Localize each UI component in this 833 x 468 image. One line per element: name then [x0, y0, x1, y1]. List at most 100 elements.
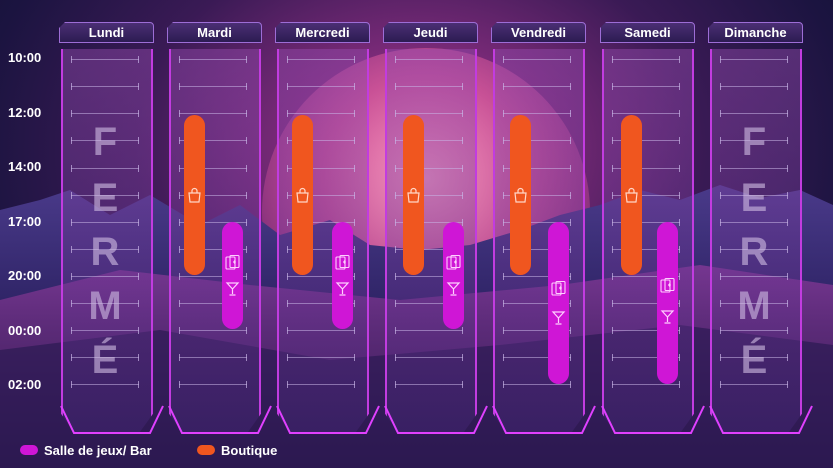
- time-label: 14:00: [8, 159, 42, 174]
- grid-tick: [287, 165, 355, 172]
- bar-jeux-bar-samedi: [657, 222, 678, 384]
- grid-tick: [612, 56, 680, 63]
- grid-tick: [503, 219, 571, 226]
- grid-tick: [612, 273, 680, 280]
- grid-tick: [395, 165, 463, 172]
- grid-tick: [720, 83, 788, 90]
- grid-tick: [612, 381, 680, 388]
- grid-tick: [503, 300, 571, 307]
- grid-tick: [612, 110, 680, 117]
- legend-swatch-boutique: [197, 445, 215, 455]
- day-header-samedi: Samedi: [600, 22, 695, 43]
- legend-boutique: Boutique: [197, 441, 277, 459]
- grid-tick: [287, 354, 355, 361]
- grid-tick: [612, 327, 680, 334]
- closed-letter: É: [740, 338, 768, 382]
- time-label: 12:00: [8, 105, 42, 120]
- grid-tick: [179, 219, 247, 226]
- grid-tick: [612, 137, 680, 144]
- grid-tick: [612, 300, 680, 307]
- bar-jeux-bar-vendredi: [548, 222, 569, 384]
- grid-tick: [720, 192, 788, 199]
- grid-tick: [612, 219, 680, 226]
- grid-tick: [503, 110, 571, 117]
- time-label: 10:00: [8, 50, 42, 65]
- grid-tick: [287, 246, 355, 253]
- grid-tick: [720, 56, 788, 63]
- closed-letter: E: [740, 176, 768, 220]
- grid-tick: [503, 381, 571, 388]
- grid-tick: [612, 354, 680, 361]
- playing-cards-icon: [446, 254, 461, 270]
- grid-tick: [287, 137, 355, 144]
- grid-tick: [71, 219, 139, 226]
- day-header-vendredi: Vendredi: [491, 22, 586, 43]
- grid-tick: [720, 381, 788, 388]
- grid-tick: [71, 300, 139, 307]
- grid-tick: [612, 83, 680, 90]
- boutique-bar-mardi: [184, 115, 205, 275]
- grid-tick: [71, 354, 139, 361]
- grid-tick: [179, 381, 247, 388]
- grid-tick: [503, 192, 571, 199]
- day-header-mercredi: Mercredi: [275, 22, 370, 43]
- legend-label-boutique: Boutique: [221, 442, 278, 458]
- grid-tick: [720, 137, 788, 144]
- playing-cards-icon: [335, 254, 350, 270]
- grid-tick: [720, 219, 788, 226]
- day-header-mardi: Mardi: [167, 22, 262, 43]
- grid-tick: [287, 327, 355, 334]
- time-label: 17:00: [8, 214, 42, 229]
- shopping-bag-icon: [407, 187, 420, 203]
- shopping-bag-icon: [514, 187, 527, 203]
- time-label: 02:00: [8, 377, 42, 392]
- time-label: 00:00: [8, 323, 42, 338]
- closed-letter: F: [741, 120, 767, 164]
- closed-letter: M: [88, 284, 122, 328]
- grid-tick: [179, 192, 247, 199]
- grid-tick: [395, 354, 463, 361]
- grid-tick: [395, 327, 463, 334]
- grid-tick: [287, 56, 355, 63]
- bar-jeux-bar-mercredi: [332, 222, 353, 329]
- grid-tick: [179, 273, 247, 280]
- cocktail-glass-icon: [335, 282, 350, 296]
- grid-tick: [503, 354, 571, 361]
- grid-tick: [179, 300, 247, 307]
- grid-tick: [612, 246, 680, 253]
- grid-tick: [179, 165, 247, 172]
- grid-tick: [179, 83, 247, 90]
- legend-label-bar: Salle de jeux/ Bar: [44, 442, 152, 458]
- grid-tick: [395, 83, 463, 90]
- shopping-bag-icon: [188, 187, 201, 203]
- legend-bar: Salle de jeux/ Bar: [20, 441, 152, 459]
- grid-tick: [71, 110, 139, 117]
- closed-letter: E: [91, 176, 119, 220]
- closed-letter: R: [739, 230, 769, 274]
- closed-letter: É: [91, 338, 119, 382]
- grid-tick: [503, 273, 571, 280]
- boutique-bar-mercredi: [292, 115, 313, 275]
- grid-tick: [287, 381, 355, 388]
- grid-tick: [287, 110, 355, 117]
- grid-tick: [71, 327, 139, 334]
- grid-tick: [395, 219, 463, 226]
- boutique-bar-samedi: [621, 115, 642, 275]
- cocktail-glass-icon: [446, 282, 461, 296]
- grid-tick: [179, 137, 247, 144]
- grid-tick: [179, 56, 247, 63]
- grid-tick: [503, 165, 571, 172]
- boutique-bar-jeudi: [403, 115, 424, 275]
- grid-tick: [395, 192, 463, 199]
- grid-tick: [503, 56, 571, 63]
- shopping-bag-icon: [625, 187, 638, 203]
- legend-swatch-bar: [20, 445, 38, 455]
- grid-tick: [720, 165, 788, 172]
- cocktail-glass-icon: [551, 311, 566, 325]
- boutique-bar-vendredi: [510, 115, 531, 275]
- grid-tick: [287, 192, 355, 199]
- grid-tick: [71, 56, 139, 63]
- grid-tick: [71, 137, 139, 144]
- grid-tick: [612, 165, 680, 172]
